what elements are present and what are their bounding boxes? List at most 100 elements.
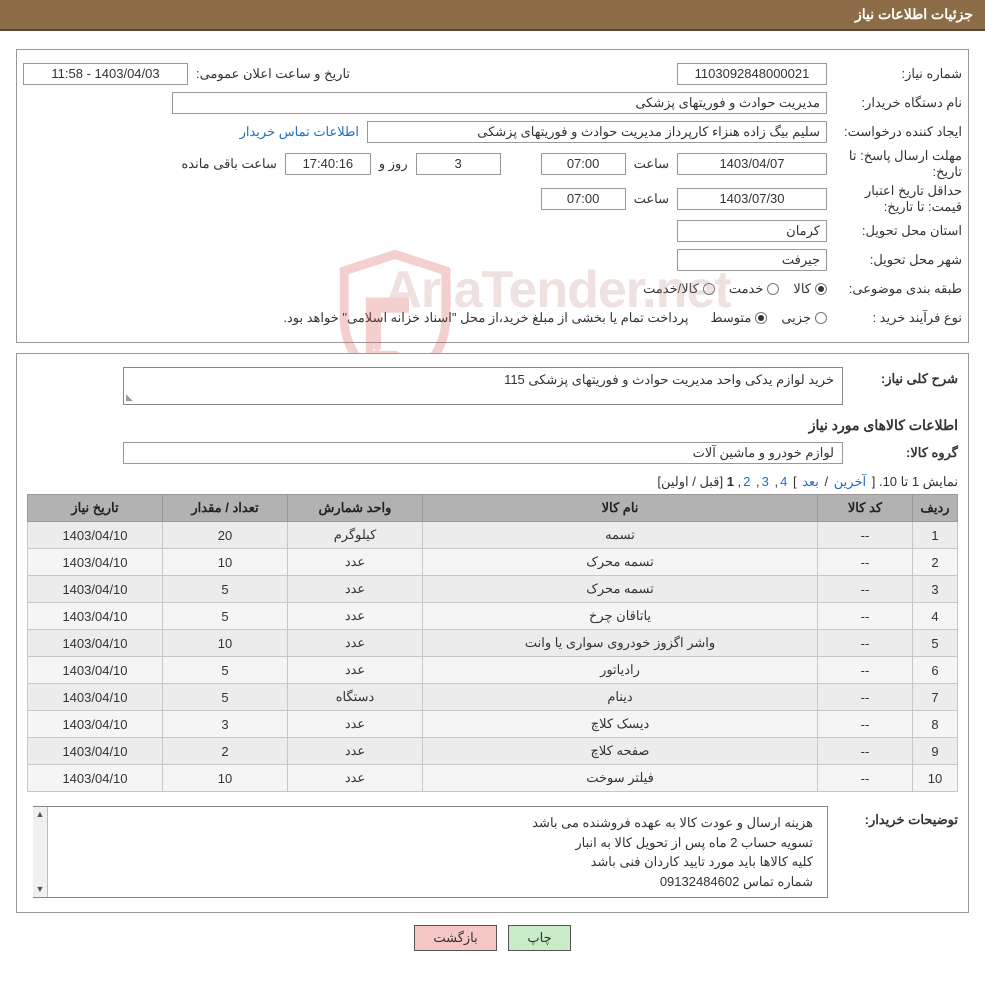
validity-hour: 07:00 <box>541 188 626 210</box>
th-date: تاریخ نیاز <box>28 495 163 522</box>
back-button[interactable]: بازگشت <box>414 925 496 951</box>
pager-page-3[interactable]: 3 <box>762 474 769 489</box>
proc-opt-medium[interactable]: متوسط <box>710 310 767 326</box>
table-cell: عدد <box>288 603 423 630</box>
announce-value: 1403/04/03 - 11:58 <box>23 63 188 85</box>
table-cell: -- <box>818 765 913 792</box>
need-desc-text: خرید لوازم یدکی واحد مدیریت حوادث و فوری… <box>504 372 834 387</box>
print-button[interactable]: چاپ <box>508 925 570 951</box>
scrollbar[interactable]: ▲ ▼ <box>33 807 48 897</box>
page-title: جزئیات اطلاعات نیاز <box>855 6 973 22</box>
table-row: 6--رادیاتورعدد51403/04/10 <box>28 657 958 684</box>
table-cell: عدد <box>288 765 423 792</box>
requester-label: ایجاد کننده درخواست: <box>827 124 962 140</box>
table-cell: واشر اگزوز خودروی سواری یا وانت <box>423 630 818 657</box>
table-cell: 3 <box>163 711 288 738</box>
table-cell: 1403/04/10 <box>28 603 163 630</box>
buyer-notes-label: توضیحات خریدار: <box>828 806 958 828</box>
radio-icon <box>703 283 715 295</box>
th-idx: ردیف <box>913 495 958 522</box>
row-requester: ایجاد کننده درخواست: سلیم بیگ زاده هنزاء… <box>23 119 962 145</box>
pager-sep2: ] <box>789 474 796 489</box>
table-row: 1--تسمهکیلوگرم201403/04/10 <box>28 522 958 549</box>
cat-opt-goods[interactable]: کالا <box>793 281 827 297</box>
table-cell: -- <box>818 630 913 657</box>
table-row: 9--صفحه کلاچعدد21403/04/10 <box>28 738 958 765</box>
table-cell: -- <box>818 603 913 630</box>
table-cell: عدد <box>288 711 423 738</box>
table-cell: -- <box>818 522 913 549</box>
radio-icon <box>755 312 767 324</box>
row-validity: حداقل تاریخ اعتبار قیمت: تا تاریخ: 1403/… <box>23 183 962 215</box>
buyer-value: مدیریت حوادث و فوریتهای پزشکی <box>172 92 827 114</box>
buyer-notes-row: توضیحات خریدار: ▲ ▼ هزینه ارسال و عودت ک… <box>27 806 958 898</box>
need-desc-label: شرح کلی نیاز: <box>843 367 958 387</box>
proc-opt-small[interactable]: جزیی <box>781 310 827 326</box>
pager-page-current: 1 <box>727 474 734 489</box>
hour-label-1: ساعت <box>634 156 669 172</box>
table-header-row: ردیف کد کالا نام کالا واحد شمارش تعداد /… <box>28 495 958 522</box>
city-value: جیرفت <box>677 249 827 271</box>
buyer-notes-content: هزینه ارسال و عودت کالا به عهده فروشنده … <box>44 813 817 891</box>
days-remaining: 3 <box>416 153 501 175</box>
pager-next[interactable]: بعد <box>802 474 819 489</box>
table-row: 5--واشر اگزوز خودروی سواری یا وانتعدد101… <box>28 630 958 657</box>
requester-value: سلیم بیگ زاده هنزاء کارپرداز مدیریت حواد… <box>367 121 827 143</box>
footer-buttons: چاپ بازگشت <box>0 925 985 951</box>
scroll-up-icon: ▲ <box>33 807 47 823</box>
table-cell: تسمه محرک <box>423 549 818 576</box>
table-cell: یاتاقان چرخ <box>423 603 818 630</box>
details-panel: شماره نیاز: 1103092848000021 تاریخ و ساع… <box>16 49 969 343</box>
buyer-note-line: هزینه ارسال و عودت کالا به عهده فروشنده … <box>60 813 813 833</box>
table-cell: عدد <box>288 657 423 684</box>
table-cell: عدد <box>288 738 423 765</box>
items-section-title: اطلاعات کالاهای مورد نیاز <box>27 417 958 434</box>
cat-opt-both[interactable]: کالا/خدمت <box>643 281 715 297</box>
table-cell: کیلوگرم <box>288 522 423 549</box>
province-value: کرمان <box>677 220 827 242</box>
contact-link[interactable]: اطلاعات تماس خریدار <box>240 124 359 140</box>
row-buyer: نام دستگاه خریدار: مدیریت حوادث و فوریته… <box>23 90 962 116</box>
table-cell: 5 <box>163 684 288 711</box>
pager-prefix: نمایش 1 تا 10. [ <box>872 474 958 489</box>
buyer-notes-box: ▲ ▼ هزینه ارسال و عودت کالا به عهده فروش… <box>33 806 828 898</box>
table-cell: 10 <box>913 765 958 792</box>
pager-page-2[interactable]: 2 <box>743 474 750 489</box>
table-cell: 6 <box>913 657 958 684</box>
table-cell: 5 <box>163 576 288 603</box>
cat-label-both: کالا/خدمت <box>643 281 699 297</box>
table-cell: 3 <box>913 576 958 603</box>
table-cell: صفحه کلاچ <box>423 738 818 765</box>
table-cell: 5 <box>163 603 288 630</box>
table-cell: 4 <box>913 603 958 630</box>
row-city: شهر محل تحویل: جیرفت <box>23 247 962 273</box>
table-cell: 1403/04/10 <box>28 657 163 684</box>
buyer-note-line: کلیه کالاها باید مورد تایید کاردان فنی ب… <box>60 852 813 872</box>
table-cell: 5 <box>163 657 288 684</box>
pager-page-4[interactable]: 4 <box>780 474 787 489</box>
row-process: نوع فرآیند خرید : جزیی متوسط پرداخت تمام… <box>23 305 962 331</box>
table-cell: فیلتر سوخت <box>423 765 818 792</box>
buyer-note-line: شماره تماس 09132484602 <box>60 872 813 892</box>
table-row: 3--تسمه محرکعدد51403/04/10 <box>28 576 958 603</box>
table-cell: دینام <box>423 684 818 711</box>
table-cell: -- <box>818 657 913 684</box>
cat-opt-service[interactable]: خدمت <box>729 281 780 297</box>
table-row: 2--تسمه محرکعدد101403/04/10 <box>28 549 958 576</box>
row-deadline: مهلت ارسال پاسخ: تا تاریخ: 1403/04/07 سا… <box>23 148 962 180</box>
table-cell: 1403/04/10 <box>28 765 163 792</box>
row-need-desc: شرح کلی نیاز: خرید لوازم یدکی واحد مدیری… <box>27 367 958 405</box>
radio-icon <box>767 283 779 295</box>
table-row: 7--دینامدستگاه51403/04/10 <box>28 684 958 711</box>
pager-last[interactable]: آخرین <box>834 474 866 489</box>
th-qty: تعداد / مقدار <box>163 495 288 522</box>
need-desc-value: خرید لوازم یدکی واحد مدیریت حوادث و فوری… <box>123 367 843 405</box>
table-cell: 20 <box>163 522 288 549</box>
table-cell: -- <box>818 711 913 738</box>
radio-icon <box>815 312 827 324</box>
table-cell: -- <box>818 684 913 711</box>
buyer-note-line: تسویه حساب 2 ماه پس از تحویل کالا به انب… <box>60 833 813 853</box>
cat-label-service: خدمت <box>729 281 764 297</box>
table-cell: 1403/04/10 <box>28 711 163 738</box>
days-label: روز و <box>379 156 408 172</box>
